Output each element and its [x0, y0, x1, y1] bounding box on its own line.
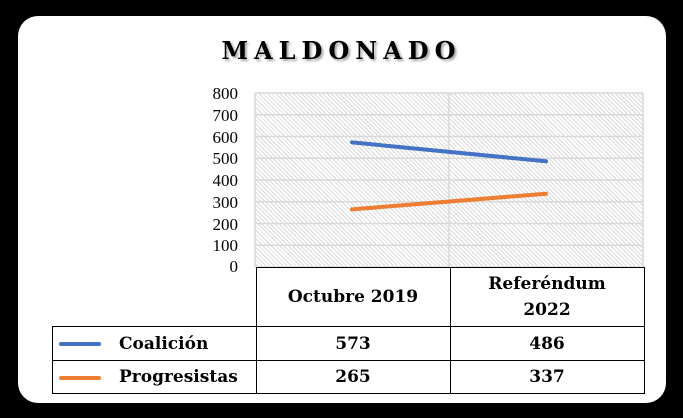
table-cell: 486 [449, 326, 645, 361]
series-line-coalicion [350, 140, 548, 164]
gridlines [254, 92, 644, 268]
series-line-progresistas [350, 191, 548, 212]
legend-cell-progresistas: Progresistas [52, 360, 257, 394]
legend-swatch-icon [59, 342, 101, 346]
y-tick: 300 [212, 193, 239, 212]
y-tick: 500 [212, 149, 239, 168]
y-tick: 0 [229, 257, 239, 276]
y-tick: 400 [212, 171, 239, 190]
table-cell: 573 [255, 326, 451, 361]
series-label: Coalición [119, 333, 209, 354]
data-table: Octubre 2019 Referéndum 2022 Coalición 5… [52, 267, 645, 394]
table-corner [53, 268, 257, 327]
table-row: Progresistas 265 337 [52, 360, 645, 394]
chart-title: MALDONADO [221, 36, 462, 65]
table-row: Coalición 573 486 [52, 326, 645, 361]
y-tick: 100 [212, 236, 239, 255]
table-cell: 265 [255, 360, 451, 394]
series-label: Progresistas [119, 367, 238, 387]
column-header: Octubre 2019 [255, 267, 451, 327]
y-tick: 700 [212, 106, 239, 125]
y-tick: 600 [212, 128, 239, 147]
y-tick: 800 [212, 84, 239, 103]
table-header-row: Octubre 2019 Referéndum 2022 [53, 267, 645, 327]
legend-swatch-icon [59, 375, 101, 380]
legend-cell-coalicion: Coalición [52, 326, 257, 361]
column-header-text: Referéndum 2022 [488, 274, 606, 320]
table-cell: 337 [449, 360, 645, 394]
y-tick: 200 [212, 215, 239, 234]
column-header: Referéndum 2022 [449, 267, 645, 327]
